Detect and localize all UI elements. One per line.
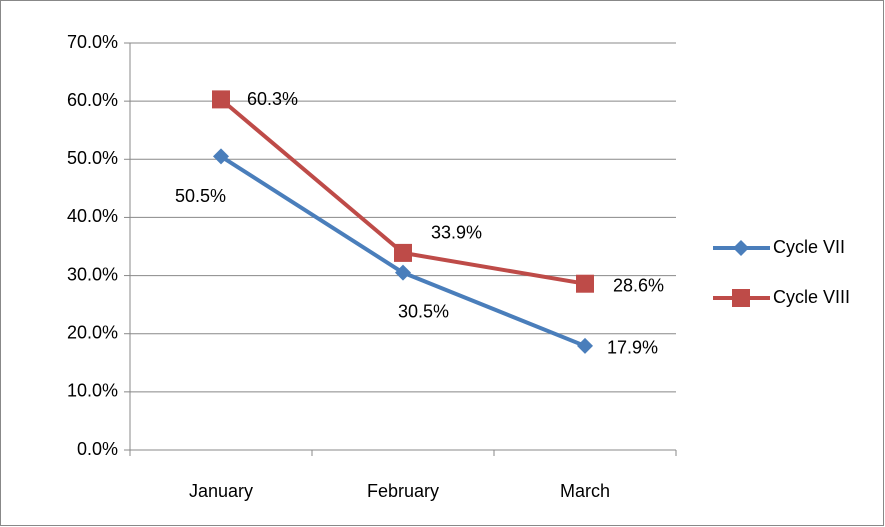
legend-label: Cycle VIII — [773, 287, 850, 307]
x-tick-label: January — [189, 481, 253, 501]
marker — [395, 264, 411, 281]
marker — [732, 289, 750, 307]
y-tick-label: 50.0% — [67, 148, 118, 168]
data-label: 50.5% — [175, 186, 226, 206]
marker — [733, 240, 749, 256]
y-tick-label: 10.0% — [67, 381, 118, 401]
x-tick-label: March — [560, 481, 610, 501]
legend-label: Cycle VII — [773, 237, 845, 257]
data-label: 28.6% — [613, 275, 664, 295]
y-tick-label: 0.0% — [77, 439, 118, 459]
x-tick-label: February — [367, 481, 439, 501]
y-tick-label: 30.0% — [67, 264, 118, 284]
data-label: 30.5% — [398, 301, 449, 321]
data-label: 17.9% — [607, 338, 658, 358]
y-tick-label: 60.0% — [67, 90, 118, 110]
data-label: 60.3% — [247, 89, 298, 109]
marker — [394, 243, 412, 262]
y-tick-label: 70.0% — [67, 32, 118, 52]
y-tick-label: 40.0% — [67, 206, 118, 226]
marker — [577, 337, 593, 354]
y-tick-label: 20.0% — [67, 322, 118, 342]
marker — [576, 274, 594, 293]
marker — [213, 148, 229, 165]
marker — [212, 90, 230, 109]
data-label: 33.9% — [431, 223, 482, 243]
